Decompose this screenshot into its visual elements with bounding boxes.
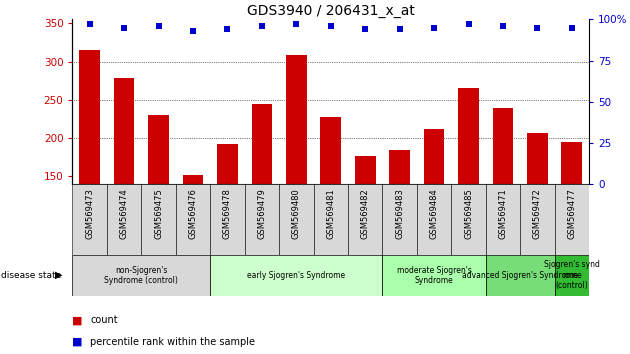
Text: non-Sjogren's
Syndrome (control): non-Sjogren's Syndrome (control) <box>105 266 178 285</box>
Bar <box>114 79 134 291</box>
Point <box>154 23 164 29</box>
Bar <box>183 175 203 291</box>
Bar <box>486 255 554 296</box>
Bar <box>527 133 547 291</box>
Bar <box>554 184 589 255</box>
Point <box>394 27 404 32</box>
Bar <box>348 184 382 255</box>
Point <box>498 23 508 29</box>
Point <box>119 25 129 30</box>
Text: moderate Sjogren's
Syndrome: moderate Sjogren's Syndrome <box>397 266 471 285</box>
Text: ▶: ▶ <box>55 270 63 280</box>
Text: GSM569485: GSM569485 <box>464 188 473 239</box>
Text: GSM569476: GSM569476 <box>188 188 197 239</box>
Text: count: count <box>90 315 118 325</box>
Bar <box>493 108 513 291</box>
Text: early Sjogren's Syndrome: early Sjogren's Syndrome <box>247 271 345 280</box>
Point <box>84 22 94 27</box>
Point <box>360 27 370 32</box>
Bar <box>210 255 382 296</box>
Text: Sjogren's synd
rome
(control): Sjogren's synd rome (control) <box>544 260 600 290</box>
Bar <box>107 184 141 255</box>
Bar <box>244 184 279 255</box>
Bar <box>79 50 100 291</box>
Point <box>188 28 198 34</box>
Title: GDS3940 / 206431_x_at: GDS3940 / 206431_x_at <box>247 5 415 18</box>
Bar <box>286 56 307 291</box>
Bar <box>279 184 314 255</box>
Bar <box>176 184 210 255</box>
Bar <box>458 88 479 291</box>
Bar <box>148 115 169 291</box>
Text: advanced Sjogren's Syndrome: advanced Sjogren's Syndrome <box>462 271 578 280</box>
Bar <box>389 150 410 291</box>
Point <box>291 22 301 27</box>
Bar <box>382 255 486 296</box>
Text: GSM569480: GSM569480 <box>292 188 301 239</box>
Point <box>429 25 439 30</box>
Point <box>464 22 474 27</box>
Text: GSM569474: GSM569474 <box>120 188 129 239</box>
Text: GSM569472: GSM569472 <box>533 188 542 239</box>
Bar <box>72 255 210 296</box>
Text: GSM569481: GSM569481 <box>326 188 335 239</box>
Text: GSM569482: GSM569482 <box>361 188 370 239</box>
Text: GSM569471: GSM569471 <box>498 188 507 239</box>
Text: GSM569484: GSM569484 <box>430 188 438 239</box>
Bar <box>486 184 520 255</box>
Text: GSM569475: GSM569475 <box>154 188 163 239</box>
Bar <box>355 156 375 291</box>
Bar <box>451 184 486 255</box>
Text: GSM569483: GSM569483 <box>395 188 404 239</box>
Point <box>532 25 542 30</box>
Bar <box>382 184 417 255</box>
Text: GSM569478: GSM569478 <box>223 188 232 239</box>
Text: GSM569479: GSM569479 <box>258 188 266 239</box>
Bar <box>217 144 238 291</box>
Bar <box>554 255 589 296</box>
Point <box>326 23 336 29</box>
Bar <box>251 104 272 291</box>
Bar <box>561 142 582 291</box>
Text: percentile rank within the sample: percentile rank within the sample <box>90 337 255 347</box>
Text: disease state: disease state <box>1 271 61 280</box>
Bar <box>72 184 107 255</box>
Point <box>567 25 577 30</box>
Bar <box>417 184 451 255</box>
Point <box>222 27 232 32</box>
Bar <box>520 184 554 255</box>
Point <box>257 23 267 29</box>
Bar <box>424 129 444 291</box>
Bar <box>210 184 244 255</box>
Bar <box>314 184 348 255</box>
Text: ■: ■ <box>72 315 83 325</box>
Text: ■: ■ <box>72 337 83 347</box>
Bar <box>321 117 341 291</box>
Text: GSM569477: GSM569477 <box>568 188 576 239</box>
Text: GSM569473: GSM569473 <box>85 188 94 239</box>
Bar <box>141 184 176 255</box>
